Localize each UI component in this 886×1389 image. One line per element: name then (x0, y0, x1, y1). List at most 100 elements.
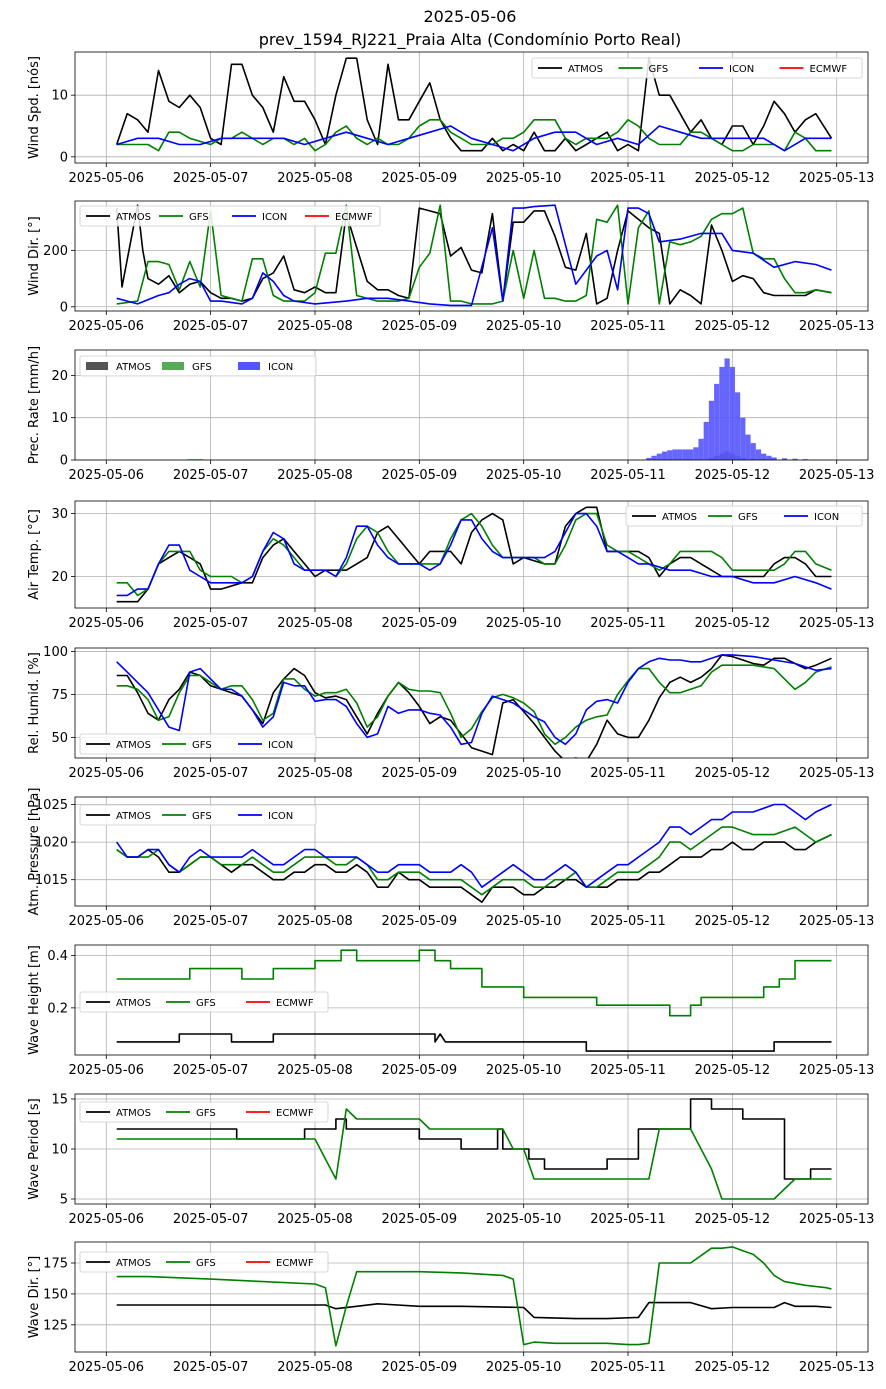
legend-label-atmos: ATMOS (116, 1258, 151, 1269)
legend-label-atmos: ATMOS (116, 740, 151, 751)
plot-area (116, 1098, 832, 1200)
legend-label-icon: ICON (268, 811, 293, 822)
plot-area (116, 654, 832, 758)
legend-box (625, 505, 863, 527)
legend: ATMOS GFS ECMWF (79, 1101, 329, 1123)
bar-icon (729, 366, 735, 460)
x-tick-label: 2025-05-10 (486, 1360, 562, 1375)
y-axis-label: Air Temp. [°C] (27, 509, 42, 600)
bar-icon (703, 421, 709, 460)
axes-frame (74, 1241, 869, 1353)
axes-frame (74, 200, 869, 312)
legend: ATMOS GFS ICON (79, 733, 317, 755)
x-tick-label: 2025-05-13 (799, 171, 875, 186)
panel-7: 2025-05-06 2025-05-07 2025-05-08 2025-05-09… (27, 944, 874, 1078)
x-tick-label: 2025-05-08 (277, 616, 353, 631)
legend-label-gfs: GFS (192, 362, 212, 373)
legend-label-gfs: GFS (192, 740, 212, 751)
legend: ATMOS GFS ICON (79, 804, 317, 826)
x-tick-label: 2025-05-11 (590, 766, 666, 781)
y-axis-label: Wave Dir. [°] (27, 1256, 42, 1339)
legend-label-gfs: GFS (189, 212, 209, 223)
x-tick-label: 2025-05-09 (382, 766, 458, 781)
x-tick-label: 2025-05-11 (590, 1063, 666, 1078)
y-tick-label: 0 (60, 300, 68, 315)
bar-icon (761, 453, 767, 460)
legend-label-icon: ICON (262, 212, 287, 223)
legend-label-atmos: ATMOS (116, 811, 151, 822)
axes-frame (74, 349, 869, 461)
y-tick-label: 30 (51, 507, 68, 522)
bar-icon (651, 455, 657, 460)
x-tick-label: 2025-05-07 (173, 1063, 249, 1078)
legend-label-atmos: ATMOS (116, 998, 151, 1009)
y-tick-label: 0.2 (47, 1001, 68, 1016)
series-line-icon (116, 512, 832, 597)
x-tick-label: 2025-05-06 (69, 914, 145, 929)
x-tick-label: 2025-05-07 (173, 1360, 249, 1375)
legend-label-atmos: ATMOS (662, 512, 697, 523)
y-tick-label: 0 (60, 454, 68, 469)
series-line-icon (116, 803, 832, 889)
x-tick-label: 2025-05-13 (799, 468, 875, 483)
x-tick-label: 2025-05-11 (590, 1360, 666, 1375)
series-line-atmos (116, 654, 832, 758)
y-axis-label: Wave Period [s] (27, 1098, 42, 1199)
series-line-icon (116, 654, 832, 746)
x-tick-label: 2025-05-11 (590, 171, 666, 186)
x-tick-label: 2025-05-12 (695, 171, 771, 186)
y-tick-label: 1025 (35, 798, 68, 813)
x-tick-label: 2025-05-13 (799, 914, 875, 929)
x-tick-label: 2025-05-07 (173, 616, 249, 631)
bar-icon (766, 455, 772, 460)
series-line-atmos (116, 1033, 832, 1052)
x-tick-label: 2025-05-07 (173, 468, 249, 483)
y-tick-label: 15 (51, 1093, 68, 1108)
y-tick-label: 75 (51, 688, 68, 703)
x-tick-label: 2025-05-08 (277, 1063, 353, 1078)
panel-1: 2025-05-06 2025-05-07 2025-05-08 2025-05-09… (27, 51, 875, 186)
x-tick-label: 2025-05-10 (486, 1212, 562, 1227)
legend-box (79, 1251, 329, 1273)
panel-2: 2025-05-06 2025-05-07 2025-05-08 2025-05-09… (27, 200, 874, 334)
y-tick-label: 150 (43, 1287, 68, 1302)
y-tick-label: 10 (51, 1143, 68, 1158)
series-line-atmos (116, 506, 832, 603)
legend-swatch-atmos (86, 362, 108, 370)
bar-icon (667, 450, 673, 460)
bar-icon (771, 457, 777, 460)
legend-label-gfs: GFS (738, 512, 758, 523)
x-tick-label: 2025-05-12 (695, 616, 771, 631)
x-tick-label: 2025-05-10 (486, 468, 562, 483)
y-axis-label: Prec. Rate [mm/h] (27, 346, 42, 464)
x-tick-label: 2025-05-10 (486, 171, 562, 186)
series-line-atmos (116, 1098, 832, 1180)
axes-frame (74, 1093, 869, 1205)
panel-4: 2025-05-06 2025-05-07 2025-05-08 2025-05-09… (27, 500, 874, 631)
x-tick-label: 2025-05-10 (486, 766, 562, 781)
bar-gfs (187, 459, 193, 460)
x-tick-label: 2025-05-06 (69, 616, 145, 631)
x-tick-label: 2025-05-12 (695, 1063, 771, 1078)
bar-icon (781, 458, 788, 460)
x-tick-label: 2025-05-13 (799, 766, 875, 781)
axes-frame (74, 796, 869, 907)
legend-label-gfs: GFS (196, 1258, 216, 1269)
panel-6: 2025-05-06 2025-05-07 2025-05-08 2025-05-09… (27, 788, 874, 929)
x-tick-label: 2025-05-10 (486, 914, 562, 929)
legend-label-atmos: ATMOS (116, 362, 151, 373)
bar-icon (646, 457, 652, 460)
x-tick-label: 2025-05-08 (277, 468, 353, 483)
x-tick-label: 2025-05-08 (277, 171, 353, 186)
x-tick-label: 2025-05-11 (590, 319, 666, 334)
legend: ATMOS GFS ICON (79, 355, 317, 377)
axes-frame (74, 51, 869, 164)
y-axis-label: Atm. Pressure [hPa] (27, 788, 42, 916)
x-tick-label: 2025-05-12 (695, 468, 771, 483)
bar-icon (677, 449, 683, 460)
plot-area (187, 358, 819, 460)
bar-icon (745, 434, 751, 460)
legend-swatch-gfs (162, 362, 184, 370)
x-tick-label: 2025-05-09 (382, 1360, 458, 1375)
y-tick-label: 175 (43, 1257, 68, 1272)
